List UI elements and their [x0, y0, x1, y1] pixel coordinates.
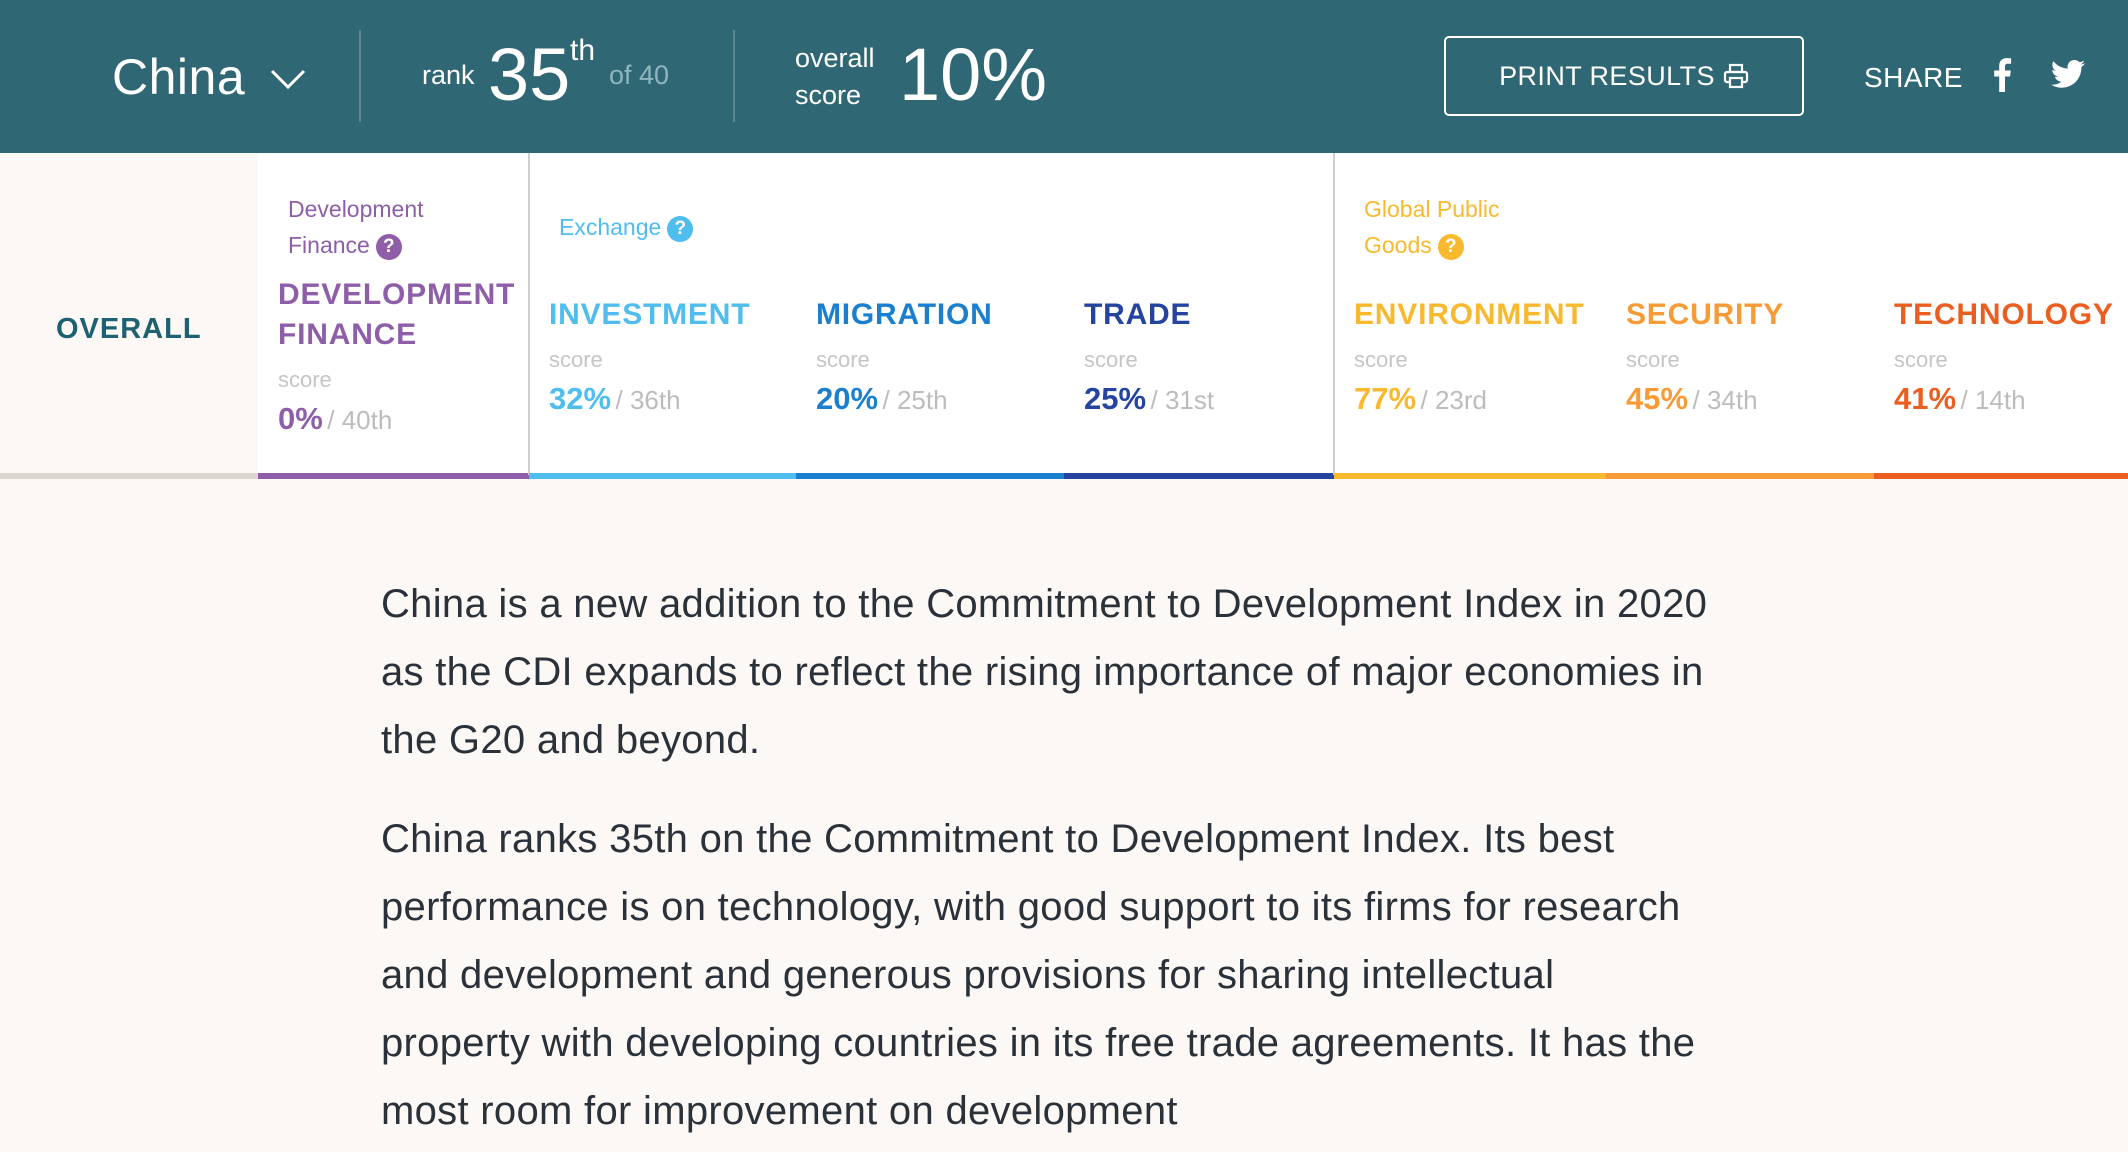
overall-score-value: 10%: [899, 33, 1048, 116]
score-value: 25%: [1084, 381, 1147, 416]
print-results-button[interactable]: PRINT RESULTS: [1444, 36, 1804, 116]
rank-value: 35: [488, 33, 571, 116]
tab-environment[interactable]: ENVIRONMENT score 77% / 23rd: [1354, 298, 1585, 416]
score-value: 0%: [278, 401, 323, 436]
chevron-down-icon: [271, 69, 306, 90]
tab-underline-investment: [529, 473, 796, 479]
rank-label: rank: [422, 60, 475, 90]
twitter-icon[interactable]: [2051, 60, 2085, 88]
tab-security[interactable]: SECURITY score 45% / 34th: [1626, 298, 1785, 416]
share-label: SHARE: [1864, 62, 1963, 93]
section-divider: [528, 153, 530, 475]
country-summary: China is a new addition to the Commitmen…: [381, 570, 1711, 1152]
tab-underline-environment: [1334, 473, 1606, 479]
tab-investment[interactable]: INVESTMENT score 32% / 36th: [549, 298, 751, 416]
rank-value: / 14th: [1960, 385, 2026, 415]
tab-underline-trade: [1064, 473, 1334, 479]
category-tabs: OVERALL Development Finance? DEVELOPMENT…: [0, 153, 2128, 479]
help-icon[interactable]: ?: [1437, 234, 1464, 260]
tab-underline-security: [1606, 473, 1874, 479]
group-label-development-finance: Development Finance?: [288, 196, 424, 260]
group-label-global-public-goods: Global Public Goods?: [1364, 196, 1500, 260]
summary-paragraph: China ranks 35th on the Commitment to De…: [381, 817, 1696, 1133]
score-value: 32%: [549, 381, 612, 416]
top-header: China rank 35 th of 40 overall score 10%…: [0, 0, 2128, 153]
score-value: 77%: [1354, 381, 1417, 416]
score-value: 41%: [1894, 381, 1957, 416]
tab-overall-label: OVERALL: [56, 313, 202, 345]
rank-of-total: of 40: [609, 60, 670, 90]
print-results-label: PRINT RESULTS: [1499, 60, 1715, 91]
tab-underline-overall: [0, 473, 258, 479]
country-name: China: [112, 49, 246, 105]
tab-underline-migration: [796, 473, 1064, 479]
facebook-icon[interactable]: [1992, 58, 2012, 92]
tab-overall[interactable]: OVERALL: [0, 153, 258, 479]
overall-score-label: overall score: [795, 43, 875, 110]
rank-value: / 34th: [1692, 385, 1758, 415]
header-divider: [733, 30, 735, 122]
tab-underline-technology: [1874, 473, 2128, 479]
summary-paragraph: China is a new addition to the Commitmen…: [381, 582, 1708, 762]
tab-development-finance[interactable]: DEVELOPMENT FINANCE score 0% / 40th: [278, 278, 516, 436]
rank-value: / 40th: [327, 405, 393, 435]
rank-value: / 36th: [615, 385, 681, 415]
help-icon[interactable]: ?: [375, 234, 402, 260]
tab-migration[interactable]: MIGRATION score 20% / 25th: [816, 298, 993, 416]
rank-value: / 25th: [882, 385, 948, 415]
country-selector[interactable]: China: [112, 44, 307, 110]
tab-underline-development-finance: [258, 473, 529, 479]
printer-icon: [1723, 63, 1748, 89]
section-divider: [1333, 153, 1335, 475]
score-value: 20%: [816, 381, 879, 416]
header-divider: [359, 30, 361, 122]
score-value: 45%: [1626, 381, 1689, 416]
rank-suffix: th: [570, 34, 596, 67]
rank-value: / 23rd: [1420, 385, 1488, 415]
tab-trade[interactable]: TRADE score 25% / 31st: [1084, 298, 1215, 416]
help-icon[interactable]: ?: [667, 216, 694, 242]
group-label-exchange: Exchange?: [559, 209, 694, 245]
rank-value: / 31st: [1150, 385, 1215, 415]
tab-technology[interactable]: TECHNOLOGY score 41% / 14th: [1894, 298, 2114, 416]
